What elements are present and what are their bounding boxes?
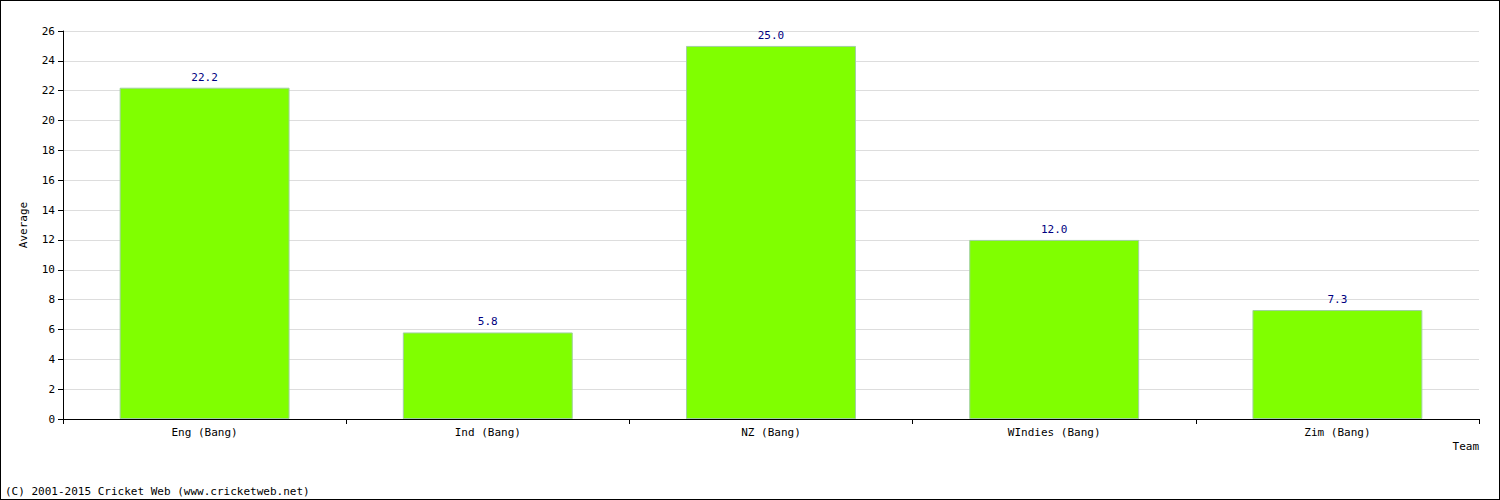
svg-text:Zim (Bang): Zim (Bang): [1304, 426, 1370, 439]
svg-text:10: 10: [42, 263, 55, 276]
svg-text:Eng (Bang): Eng (Bang): [171, 426, 237, 439]
svg-text:7.3: 7.3: [1327, 293, 1347, 306]
svg-text:14: 14: [42, 204, 56, 217]
svg-text:25.0: 25.0: [758, 29, 785, 42]
svg-text:Average: Average: [17, 202, 30, 248]
svg-text:2: 2: [48, 383, 55, 396]
svg-text:Team: Team: [1453, 440, 1480, 453]
svg-text:12: 12: [42, 233, 55, 246]
svg-text:5.8: 5.8: [478, 315, 498, 328]
svg-text:4: 4: [48, 353, 55, 366]
svg-text:26: 26: [42, 25, 55, 38]
svg-text:12.0: 12.0: [1041, 223, 1068, 236]
svg-text:NZ (Bang): NZ (Bang): [741, 426, 801, 439]
svg-text:18: 18: [42, 144, 55, 157]
svg-text:24: 24: [42, 54, 56, 67]
svg-text:20: 20: [42, 114, 55, 127]
svg-text:8: 8: [48, 293, 55, 306]
svg-text:16: 16: [42, 174, 55, 187]
svg-text:(C) 2001-2015 Cricket Web (www: (C) 2001-2015 Cricket Web (www.cricketwe…: [5, 485, 310, 498]
svg-text:0: 0: [48, 413, 55, 426]
svg-text:WIndies (Bang): WIndies (Bang): [1008, 426, 1101, 439]
svg-text:22.2: 22.2: [191, 71, 218, 84]
svg-text:22: 22: [42, 84, 55, 97]
svg-text:6: 6: [48, 323, 55, 336]
svg-text:Ind (Bang): Ind (Bang): [455, 426, 521, 439]
